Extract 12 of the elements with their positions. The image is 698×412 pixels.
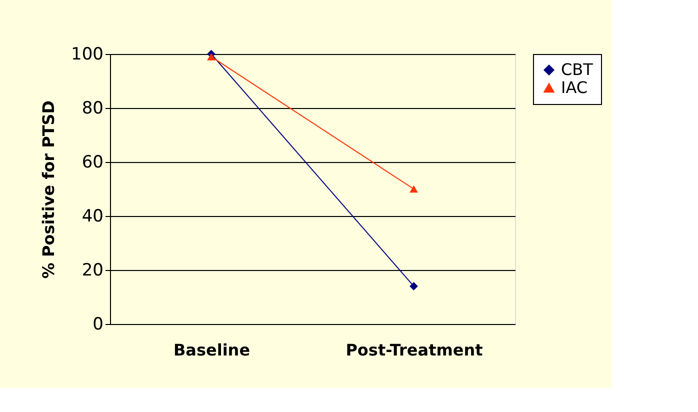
y-tick-label: 20: [82, 260, 104, 280]
y-tick-label: 100: [71, 44, 104, 64]
x-tick-label: Baseline: [173, 340, 250, 360]
y-tick-label: 40: [82, 206, 104, 226]
y-axis-title: % Positive for PTSD: [39, 100, 58, 279]
legend-label: CBT: [561, 60, 594, 79]
point: [410, 282, 418, 290]
x-tick-label: Post-Treatment: [346, 340, 484, 360]
legend-label: IAC: [561, 78, 588, 97]
y-tick-label: 0: [92, 314, 104, 334]
y-tick-label: 80: [82, 98, 104, 118]
y-tick-label: 60: [82, 152, 104, 172]
